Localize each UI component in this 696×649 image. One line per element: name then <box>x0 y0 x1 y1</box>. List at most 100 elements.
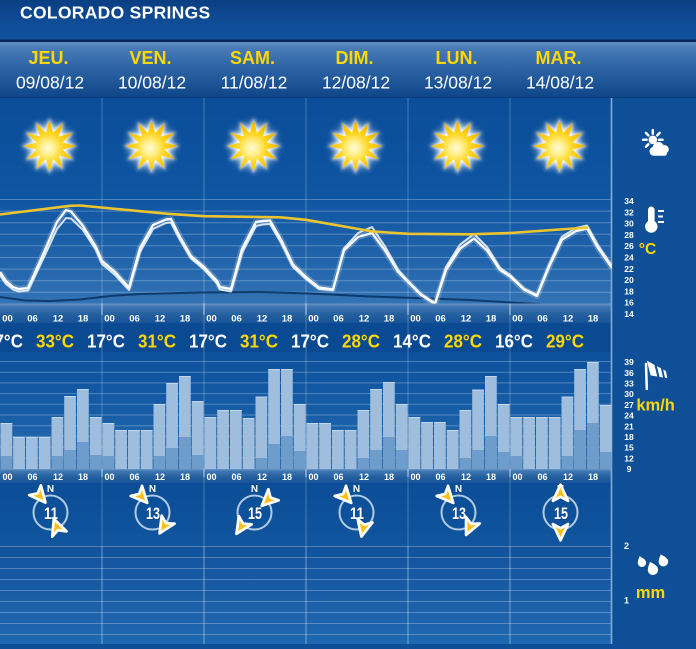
svg-text:2: 2 <box>624 541 629 551</box>
svg-text:15: 15 <box>554 505 568 523</box>
svg-text:06: 06 <box>333 472 343 482</box>
svg-text:12: 12 <box>155 314 166 325</box>
svg-text:24: 24 <box>624 411 634 421</box>
svg-text:15: 15 <box>555 506 569 524</box>
svg-text:00: 00 <box>410 314 421 325</box>
svg-text:31°C: 31°C <box>240 331 278 352</box>
svg-text:12: 12 <box>359 472 369 482</box>
svg-text:N: N <box>251 484 258 495</box>
svg-text:12: 12 <box>624 453 634 463</box>
svg-text:06: 06 <box>435 472 445 482</box>
svg-text:06: 06 <box>333 314 344 325</box>
svg-text:00: 00 <box>104 472 114 482</box>
svg-text:17°C: 17°C <box>87 331 125 352</box>
svg-text:11/08/12: 11/08/12 <box>221 73 288 93</box>
svg-text:N: N <box>149 484 156 495</box>
svg-text:26: 26 <box>624 241 634 251</box>
svg-text:12: 12 <box>53 472 63 482</box>
svg-text:1: 1 <box>624 596 629 606</box>
svg-text:06: 06 <box>231 314 242 325</box>
svg-text:31°C: 31°C <box>138 331 176 352</box>
svg-text:28°C: 28°C <box>444 331 482 352</box>
svg-text:18: 18 <box>384 472 394 482</box>
svg-text:MAR.: MAR. <box>536 48 582 68</box>
svg-text:30: 30 <box>624 219 634 229</box>
svg-text:12: 12 <box>257 314 268 325</box>
svg-text:12: 12 <box>359 314 370 325</box>
svg-text:12: 12 <box>257 472 267 482</box>
svg-text:12: 12 <box>461 472 471 482</box>
svg-text:18: 18 <box>282 314 293 325</box>
svg-text:km/h: km/h <box>636 397 675 415</box>
svg-text:DIM.: DIM. <box>336 48 374 68</box>
svg-text:30: 30 <box>624 389 634 399</box>
svg-text:00: 00 <box>2 314 13 325</box>
svg-text:14/08/12: 14/08/12 <box>526 73 594 93</box>
svg-text:12/08/12: 12/08/12 <box>322 73 390 93</box>
svg-text:°C: °C <box>639 241 656 258</box>
svg-text:N: N <box>353 484 360 495</box>
svg-text:27: 27 <box>624 400 634 410</box>
svg-text:15: 15 <box>249 506 263 524</box>
svg-text:10/08/12: 10/08/12 <box>118 73 186 93</box>
svg-text:00: 00 <box>206 314 217 325</box>
svg-text:12: 12 <box>53 314 64 325</box>
svg-text:18: 18 <box>588 314 599 325</box>
svg-text:13: 13 <box>453 506 467 524</box>
svg-text:00: 00 <box>104 314 115 325</box>
svg-text:00: 00 <box>206 472 216 482</box>
svg-text:00: 00 <box>308 314 319 325</box>
svg-text:36: 36 <box>624 368 634 378</box>
svg-text:18: 18 <box>78 314 89 325</box>
svg-text:06: 06 <box>27 472 37 482</box>
svg-text:14: 14 <box>624 309 634 319</box>
svg-text:VEN.: VEN. <box>129 48 171 68</box>
svg-text:18: 18 <box>384 314 395 325</box>
svg-text:16: 16 <box>624 298 634 308</box>
svg-text:33°C: 33°C <box>36 331 74 352</box>
svg-text:11: 11 <box>350 505 364 523</box>
svg-text:06: 06 <box>537 472 547 482</box>
svg-text:06: 06 <box>537 314 548 325</box>
svg-text:14°C: 14°C <box>393 331 431 352</box>
svg-text:16°C: 16°C <box>495 331 533 352</box>
svg-text:12: 12 <box>461 314 472 325</box>
svg-text:06: 06 <box>435 314 446 325</box>
svg-text:17°C: 17°C <box>0 331 23 352</box>
svg-text:11: 11 <box>351 506 365 524</box>
svg-text:06: 06 <box>231 472 241 482</box>
svg-text:COLORADO SPRINGS: COLORADO SPRINGS <box>20 3 211 23</box>
svg-text:28: 28 <box>624 230 634 240</box>
svg-text:28°C: 28°C <box>342 331 380 352</box>
svg-text:15: 15 <box>248 505 262 523</box>
svg-text:13: 13 <box>147 506 161 524</box>
svg-text:00: 00 <box>308 472 318 482</box>
svg-text:18: 18 <box>180 472 190 482</box>
svg-text:22: 22 <box>624 264 634 274</box>
svg-text:17°C: 17°C <box>291 331 329 352</box>
svg-text:13/08/12: 13/08/12 <box>424 73 492 93</box>
svg-text:06: 06 <box>129 314 140 325</box>
svg-text:18: 18 <box>486 472 496 482</box>
svg-text:18: 18 <box>78 472 88 482</box>
svg-text:LUN.: LUN. <box>436 48 478 68</box>
svg-text:JEU.: JEU. <box>28 48 68 68</box>
svg-text:18: 18 <box>624 286 634 296</box>
svg-text:24: 24 <box>624 253 634 263</box>
svg-text:00: 00 <box>410 472 420 482</box>
svg-text:18: 18 <box>624 432 634 442</box>
svg-text:00: 00 <box>512 472 522 482</box>
svg-text:18: 18 <box>588 472 598 482</box>
svg-text:13: 13 <box>452 505 466 523</box>
svg-text:9: 9 <box>627 464 632 474</box>
svg-text:20: 20 <box>624 275 634 285</box>
svg-text:12: 12 <box>563 472 573 482</box>
svg-text:29°C: 29°C <box>546 331 584 352</box>
svg-text:N: N <box>47 484 54 495</box>
svg-text:12: 12 <box>155 472 165 482</box>
svg-text:09/08/12: 09/08/12 <box>16 73 84 93</box>
svg-text:17°C: 17°C <box>189 331 227 352</box>
svg-text:32: 32 <box>624 207 634 217</box>
svg-text:N: N <box>455 484 462 495</box>
svg-text:15: 15 <box>624 443 634 453</box>
